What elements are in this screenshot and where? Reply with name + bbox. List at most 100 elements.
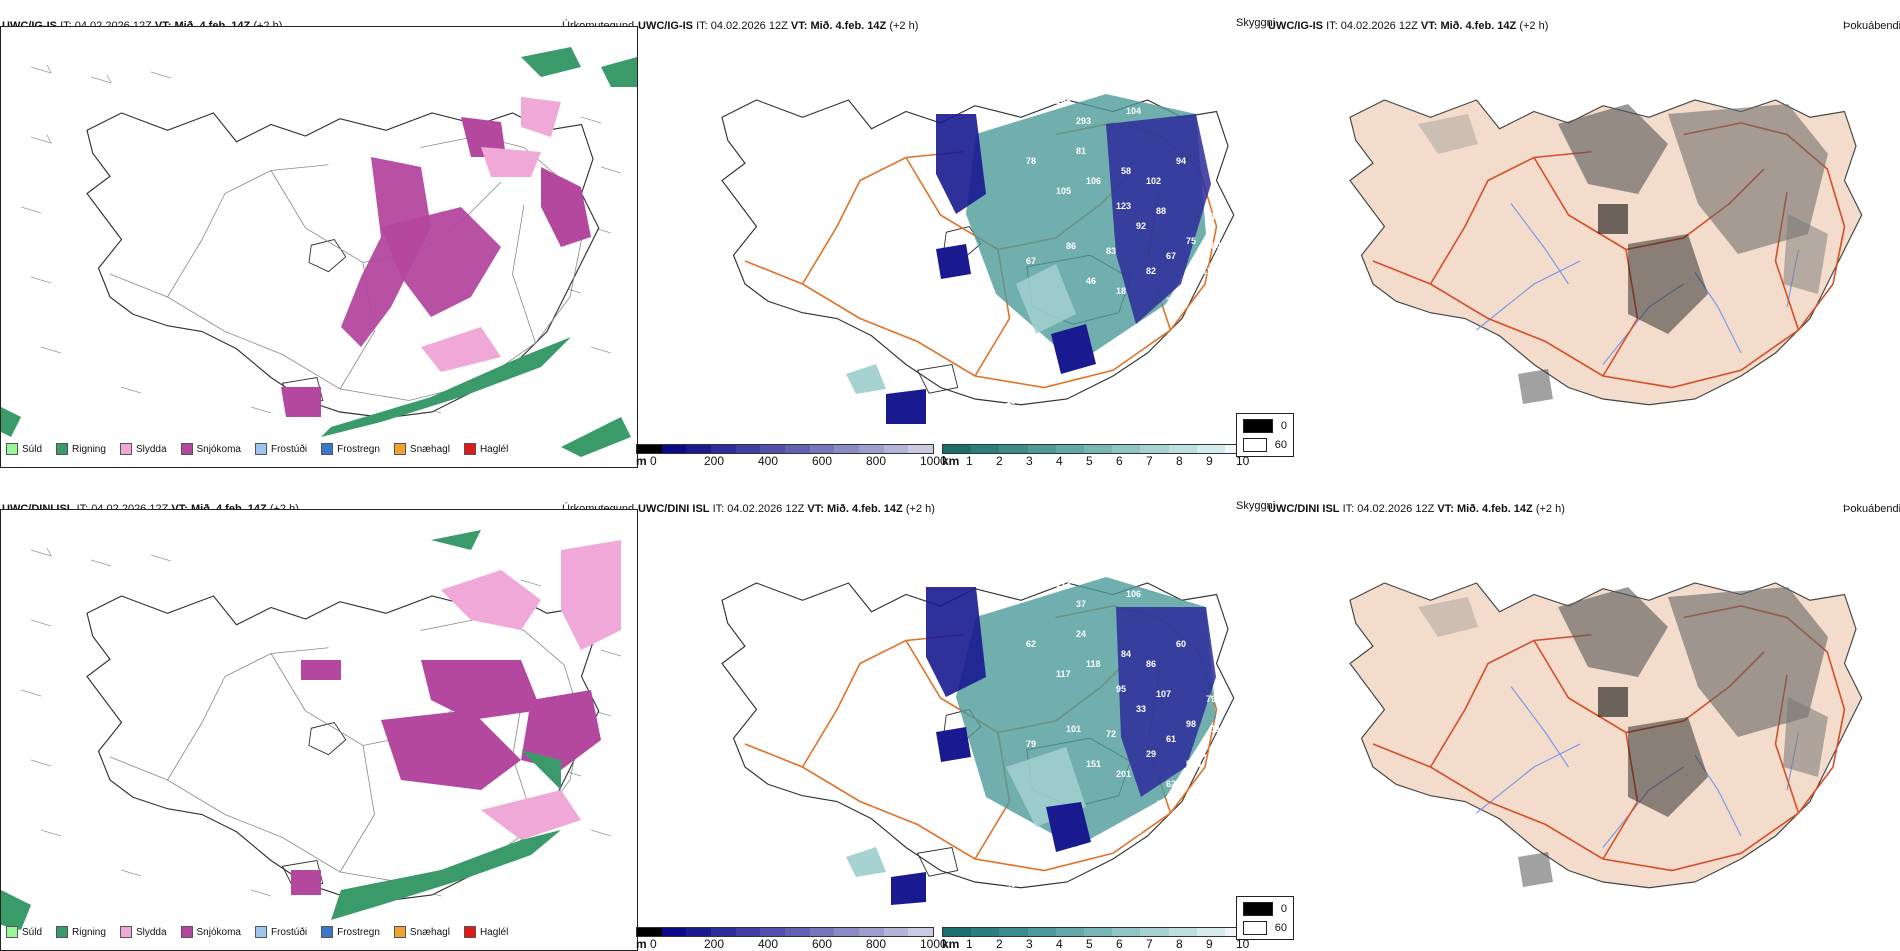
cloudbase-tick-label: 400: [758, 937, 779, 951]
precip-legend-item: Súld: [6, 443, 42, 455]
precip-legend-item: Frostregn: [321, 443, 380, 455]
cloudbase-value-label: 81: [1176, 336, 1186, 346]
cloudbase-value-label: 83: [1106, 246, 1116, 256]
fog-map: [1349, 582, 1863, 889]
cloudbase-value-label: 47: [1176, 819, 1186, 829]
cloudbase-value-label: 101: [1066, 724, 1081, 734]
cloudbase-tick-label: 800: [866, 454, 887, 468]
cloudbase-value-label: 46: [1086, 276, 1096, 286]
cloudbase-value-label: 98: [1186, 719, 1196, 729]
cloudbase-value-label: 194: [1006, 396, 1021, 406]
visibility-unit: km: [942, 937, 960, 951]
precip-map: [0, 26, 638, 468]
visibility-tick-label: 2: [996, 454, 1003, 468]
visibility-tick-label: 4: [1056, 454, 1063, 468]
cloudbase-value-label: 106: [1126, 589, 1141, 599]
visibility-tick-label: 9: [1206, 454, 1213, 468]
visibility-tick-label: 5: [1086, 454, 1093, 468]
cloudbase-unit: m: [636, 937, 647, 951]
visibility-tick-label: 1: [966, 937, 973, 951]
cloudbase-value-label: 60: [1156, 799, 1166, 809]
fog-map: [1349, 99, 1863, 406]
cloudbase-tick-label: 600: [812, 937, 833, 951]
fog-indicator-panel-bottom: UWC/DINI ISL IT: 04.02.2026 12Z VT: Mið.…: [1236, 495, 1900, 948]
cloudbase-value-label: 217: [1166, 296, 1181, 306]
cloudbase-value-label: 293: [1076, 116, 1091, 126]
precip-type-panel-top: UWC/IG-IS IT: 04.02.2026 12Z VT: Mið. 4.…: [0, 12, 638, 468]
cloudbase-value-label: 86: [1066, 241, 1076, 251]
cloudbase-tick-label: 1000: [920, 454, 947, 468]
precip-legend: Súld Rigning Slydda Snjókoma Frostúði Fr…: [6, 926, 508, 938]
cloudbase-value-label: 84: [1156, 316, 1166, 326]
precip-map: [0, 509, 638, 951]
cloudbase-tick-label: 400: [758, 454, 779, 468]
cloudbase-tick-label: 0: [650, 454, 657, 468]
cloudbase-value-label: 168: [1056, 96, 1071, 106]
precip-legend-item: Snjókoma: [180, 926, 241, 938]
visibility-tick-label: 6: [1116, 454, 1123, 468]
cloudbase-value-label: 85: [1186, 799, 1196, 809]
cloudbase-unit: m: [636, 454, 647, 468]
panel-field-name: Þokuábendi: [1843, 20, 1900, 32]
cloudbase-value-label: 62: [1166, 779, 1176, 789]
cloudbase-value-label: 151: [1086, 759, 1101, 769]
precip-legend-item: Súld: [6, 926, 42, 938]
cloudbase-value-label: 78: [1026, 156, 1036, 166]
precip-legend-item: Rigning: [56, 443, 106, 455]
cloudbase-value-label: 118: [1086, 659, 1101, 669]
cloudbase-value-label: 79: [1026, 739, 1036, 749]
cloudbase-value-label: 107: [1156, 689, 1171, 699]
cloudbase-value-label: 61: [1166, 734, 1176, 744]
fog-legend: 0 60: [1236, 896, 1294, 940]
cloudbase-value-label: 43: [1006, 879, 1016, 889]
cloudbase-value-label: 95: [1116, 684, 1126, 694]
visibility-tick-label: 3: [1026, 454, 1033, 468]
fog-legend-item: 60: [1243, 438, 1287, 452]
fog-shading: [1418, 104, 1828, 404]
precip-type-panel-bottom: UWC/DINI ISL IT: 04.02.2026 12Z VT: Mið.…: [0, 495, 638, 951]
visibility-colorbar: [942, 927, 1254, 937]
fog-legend-item: 60: [1243, 921, 1287, 935]
cloudbase-value-label: 58: [1121, 166, 1131, 176]
visibility-tick-label: 8: [1176, 937, 1183, 951]
panel-field-name: Skyggni: [1236, 500, 1276, 512]
cloudbase-value-label: 106: [1086, 176, 1101, 186]
visibility-tick-label: 7: [1146, 937, 1153, 951]
cloudbase-value-label: 75: [1186, 236, 1196, 246]
visibility-colorbar: [942, 444, 1254, 454]
visibility-tick-label: 10: [1236, 937, 1250, 951]
cloudbase-value-label: 33: [1136, 704, 1146, 714]
precip-legend-item: Frostúði: [254, 926, 307, 938]
visibility-tick-label: 7: [1146, 454, 1153, 468]
cloudbase-value-label: 24: [1076, 629, 1086, 639]
visibility-tick-label: 9: [1206, 937, 1213, 951]
cloudbase-value-label: 62: [1026, 639, 1036, 649]
fog-legend-item: 0: [1243, 419, 1287, 433]
cloudbase-value-label: 75: [1216, 276, 1226, 286]
cloudbase-areas: [886, 114, 1211, 424]
cloudbase-colorbar: [636, 444, 934, 454]
cloudbase-value-label: 102: [1146, 176, 1161, 186]
panel-field-name: Þokuábendi: [1843, 503, 1900, 515]
cloudbase-value-label: 81: [1076, 146, 1086, 156]
precip-areas: [1, 47, 637, 457]
cloudbase-tick-label: 200: [704, 937, 725, 951]
cloudbase-value-label: 535: [1186, 759, 1201, 769]
precip-legend: Súld Rigning Slydda Snjókoma Frostúði Fr…: [6, 443, 508, 455]
cloudbase-value-label: 117: [1056, 669, 1071, 679]
precip-legend-item: Snjókoma: [180, 443, 241, 455]
visibility-unit: km: [942, 454, 960, 468]
cloudbase-map: 168 293 104 78 81 105 106 58 102 94 123 88 92 67 86 83 4…: [721, 94, 1235, 431]
cloudbase-value-label: 64: [1211, 241, 1221, 251]
precip-legend-item: Slydda: [119, 443, 167, 455]
cloudbase-value-label: 173: [1056, 579, 1071, 589]
precip-legend-item: Snæhagl: [393, 926, 450, 938]
cloudbase-value-label: 92: [1136, 221, 1146, 231]
cloudbase-value-label: 88: [1156, 206, 1166, 216]
cloudbase-value-label: 29: [1146, 749, 1156, 759]
cloudbase-value-label: 86: [1146, 659, 1156, 669]
precip-legend-item: Haglél: [463, 443, 508, 455]
cloudbase-tick-label: 200: [704, 454, 725, 468]
cloudbase-value-label: 61: [1206, 211, 1216, 221]
precip-legend-item: Frostregn: [321, 926, 380, 938]
